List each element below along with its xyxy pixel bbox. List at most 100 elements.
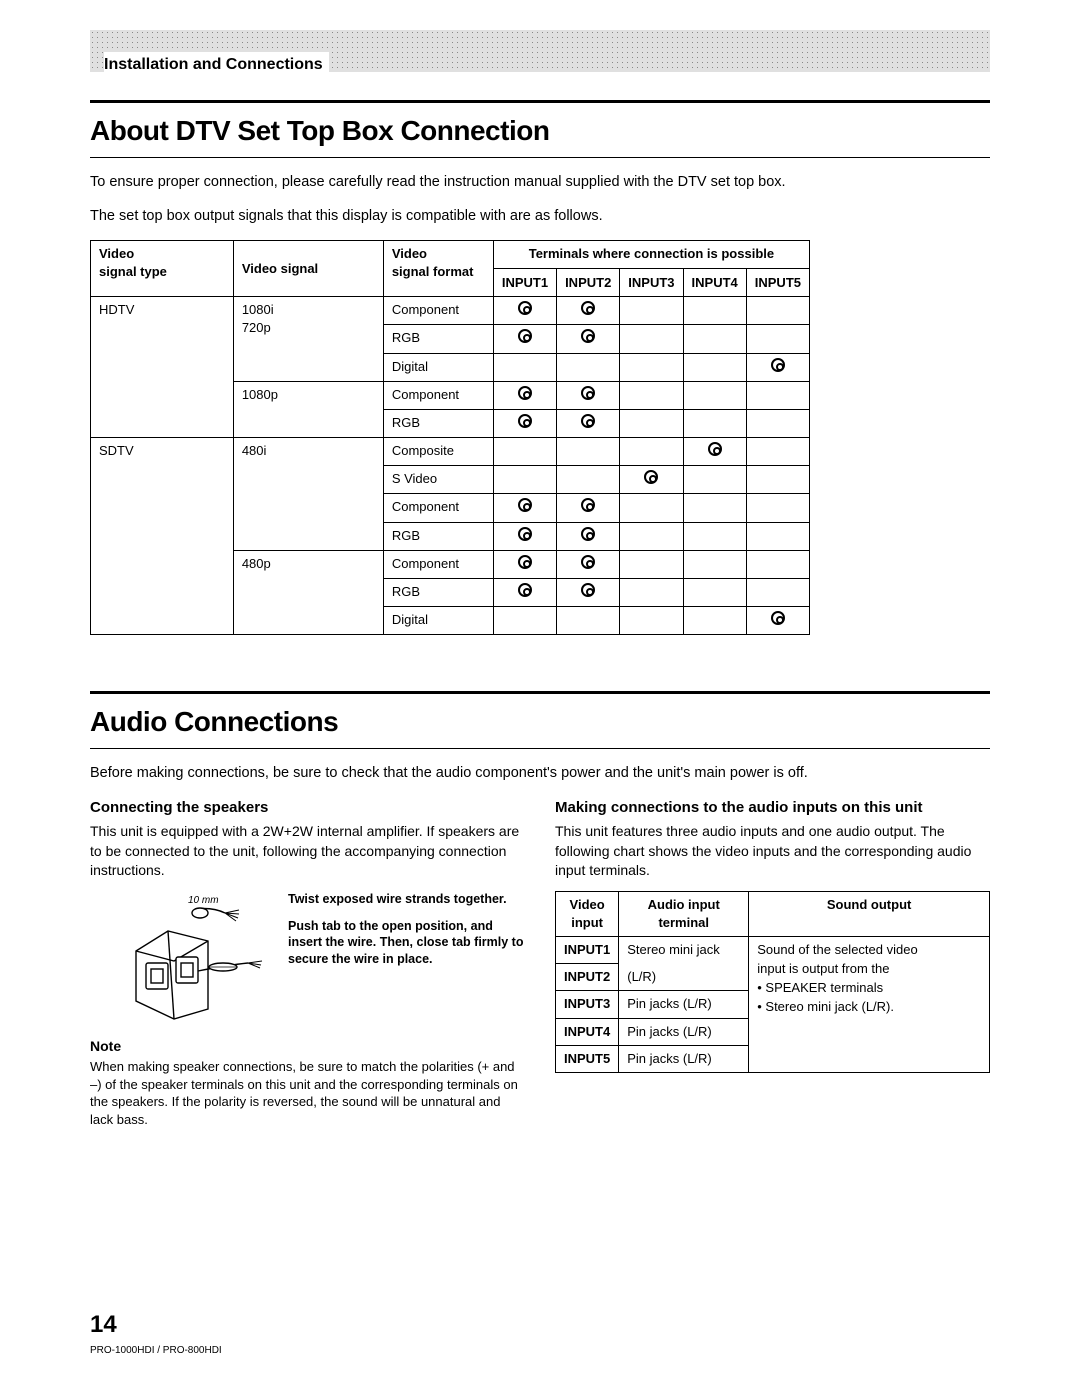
cell-signal-type: HDTV [91,297,234,438]
cell-format: Component [383,381,493,409]
cell-mark [493,494,556,522]
cell-mark [557,325,620,353]
cell-mark [557,579,620,607]
cell-mark [746,325,809,353]
cell-mark [557,466,620,494]
cell-mark [746,550,809,578]
th-input: INPUT5 [746,269,809,297]
cell-video-input: INPUT3 [556,991,619,1018]
cell-format: Component [383,550,493,578]
cell-video-signal: 1080i 720p [233,297,383,382]
cell-video-input: INPUT2 [556,964,619,991]
cell-mark [620,325,683,353]
cell-mark [683,494,746,522]
cell-mark [683,550,746,578]
th-video-signal-type: Video signal type [91,241,234,297]
cell-mark [683,353,746,381]
cell-format: Component [383,297,493,325]
cell-format: Digital [383,353,493,381]
cell-mark [493,409,556,437]
cell-audio-terminal: Pin jacks (L/R) [619,1018,749,1045]
rule [90,691,990,694]
th-input: INPUT1 [493,269,556,297]
th-input: INPUT2 [557,269,620,297]
cell-mark [620,550,683,578]
rule [90,748,990,749]
cell-mark [683,297,746,325]
cell-format: RGB [383,409,493,437]
cell-mark [746,522,809,550]
cell-mark [620,297,683,325]
cell-mark [493,325,556,353]
page-footer: 14 PRO-1000HDI / PRO-800HDI [90,1308,990,1358]
speaker-diagram-icon: 10 mm [130,891,270,1021]
cell-mark [493,353,556,381]
cell-format: Composite [383,438,493,466]
audio-table: Videoinput Audio inputterminal Sound out… [555,891,990,1073]
cell-video-signal: 480p [233,550,383,635]
cell-audio-terminal: (L/R) [619,964,749,991]
cell-format: S Video [383,466,493,494]
cell-mark [683,381,746,409]
cell-mark [746,353,809,381]
cell-mark [683,607,746,635]
left-column: Connecting the speakers This unit is equ… [90,797,525,1129]
cell-mark [746,579,809,607]
th-audio-terminal: Audio inputterminal [619,891,749,936]
cell-format: Digital [383,607,493,635]
th-terminals: Terminals where connection is possible [493,241,809,269]
paragraph: To ensure proper connection, please care… [90,172,990,192]
cell-mark [557,353,620,381]
cell-mark [493,466,556,494]
cell-mark [557,550,620,578]
paragraph: Before making connections, be sure to ch… [90,763,990,783]
cell-mark [620,353,683,381]
paragraph: The set top box output signals that this… [90,206,990,226]
paragraph: This unit is equipped with a 2W+2W inter… [90,822,525,881]
cell-mark [746,297,809,325]
cell-mark [493,607,556,635]
cell-mark [620,381,683,409]
cell-video-input: INPUT4 [556,1018,619,1045]
cell-format: RGB [383,579,493,607]
cell-mark [557,409,620,437]
speaker-figure: 10 mm [130,891,525,1021]
section-title-audio: Audio Connections [90,702,990,741]
rule [90,100,990,103]
cell-video-signal: 480i [233,438,383,551]
cell-mark [746,494,809,522]
cell-mark [557,494,620,522]
cell-mark [620,466,683,494]
cell-mark [746,438,809,466]
cell-mark [620,409,683,437]
cell-mark [620,607,683,635]
page-number: 14 [90,1308,990,1342]
model-line: PRO-1000HDI / PRO-800HDI [90,1344,990,1358]
cell-video-input: INPUT1 [556,937,619,964]
cell-signal-type: SDTV [91,438,234,635]
th-input: INPUT4 [683,269,746,297]
subhead-audio-inputs: Making connections to the audio inputs o… [555,797,990,818]
cell-mark [493,550,556,578]
cell-mark [493,579,556,607]
cell-audio-terminal: Pin jacks (L/R) [619,991,749,1018]
cell-mark [746,607,809,635]
cell-mark [493,438,556,466]
cell-mark [683,325,746,353]
th-video-signal: Video signal [233,241,383,297]
cell-mark [493,522,556,550]
cell-mark [557,381,620,409]
cell-mark [683,466,746,494]
th-video-input: Videoinput [556,891,619,936]
right-column: Making connections to the audio inputs o… [555,797,990,1129]
cell-mark [746,466,809,494]
chapter-header: Installation and Connections [90,30,990,72]
cell-mark [746,381,809,409]
instr-1: Twist exposed wire strands together. [288,891,525,908]
th-video-signal-format: Video signal format [383,241,493,297]
cell-format: RGB [383,325,493,353]
instr-2: Push tab to the open position, and inser… [288,918,525,969]
fig-label-10mm: 10 mm [188,895,219,906]
cell-mark [746,409,809,437]
th-sound-output: Sound output [749,891,990,936]
